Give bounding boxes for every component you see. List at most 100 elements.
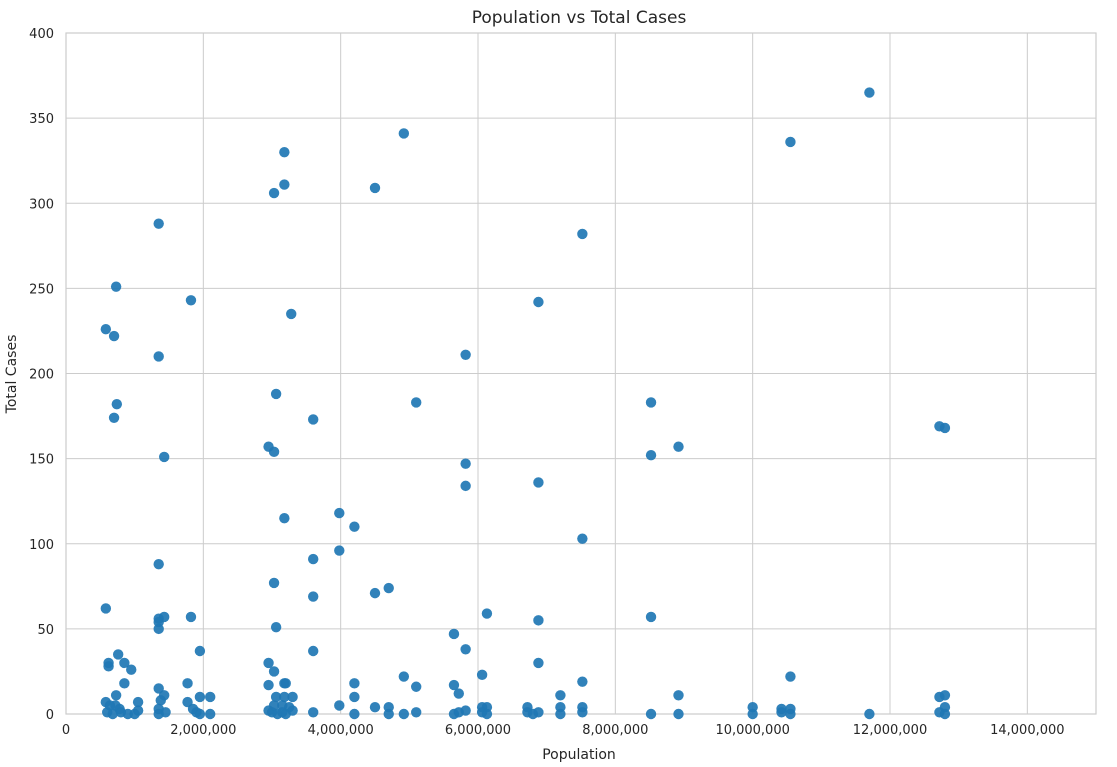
- y-tick-label: 150: [29, 453, 54, 468]
- data-point: [673, 708, 684, 720]
- data-point: [411, 681, 422, 692]
- gridlines: [65, 32, 1096, 715]
- data-point: [349, 691, 360, 703]
- data-point: [112, 649, 124, 660]
- data-point: [476, 669, 488, 681]
- data-point: [268, 187, 280, 199]
- x-tick-label: 12,000,000: [853, 723, 927, 738]
- data-point: [369, 182, 381, 194]
- data-point: [107, 708, 118, 720]
- data-point: [100, 603, 112, 614]
- data-point: [110, 690, 122, 701]
- data-point: [776, 707, 787, 718]
- y-tick-label: 200: [29, 368, 54, 383]
- data-point: [194, 645, 206, 657]
- data-point: [369, 587, 381, 599]
- data-point: [533, 657, 544, 669]
- data-point: [533, 296, 544, 308]
- x-tick-label: 14,000,000: [990, 723, 1064, 738]
- data-point: [577, 676, 588, 687]
- data-point: [577, 533, 588, 544]
- data-point: [268, 666, 280, 677]
- data-point: [110, 281, 122, 292]
- data-point: [785, 671, 796, 682]
- data-point: [279, 146, 290, 158]
- y-tick-label: 0: [46, 708, 54, 723]
- data-point: [785, 708, 796, 720]
- data-point: [153, 218, 164, 229]
- data-point: [155, 695, 166, 706]
- data-point: [308, 591, 319, 602]
- data-point: [270, 388, 282, 400]
- x-axis-label: Population: [542, 747, 616, 763]
- data-point: [119, 657, 130, 669]
- data-point: [383, 582, 394, 594]
- data-point: [383, 708, 394, 720]
- x-tick-label: 0: [62, 723, 70, 738]
- data-point: [194, 691, 206, 703]
- y-tick-label: 350: [29, 112, 54, 127]
- y-tick-label: 300: [29, 197, 54, 212]
- data-point: [481, 608, 493, 619]
- data-point: [153, 616, 164, 628]
- data-point: [398, 671, 410, 682]
- data-point: [182, 678, 193, 689]
- data-point: [308, 414, 319, 425]
- data-point: [205, 691, 216, 703]
- data-point: [334, 545, 345, 556]
- data-point: [645, 397, 657, 408]
- data-point: [864, 87, 875, 98]
- data-point: [153, 351, 164, 362]
- y-axis-label: Total Cases: [4, 335, 20, 415]
- data-point: [334, 507, 345, 519]
- data-point: [153, 558, 164, 570]
- data-point: [205, 708, 216, 720]
- data-point: [460, 349, 471, 360]
- x-tick-label: 6,000,000: [445, 723, 511, 738]
- data-point: [481, 708, 493, 720]
- data-point: [153, 708, 164, 720]
- data-point: [268, 446, 280, 458]
- data-point: [132, 705, 144, 716]
- data-point: [398, 708, 410, 720]
- data-point: [279, 513, 290, 524]
- y-tick-label: 100: [29, 538, 54, 553]
- data-point: [460, 644, 471, 655]
- data-point: [158, 451, 170, 463]
- data-point: [280, 678, 291, 689]
- data-point: [673, 441, 684, 452]
- data-point: [349, 678, 360, 689]
- data-point: [645, 450, 657, 461]
- x-tick-label: 8,000,000: [582, 723, 648, 738]
- y-axis-ticks: 0 50 100 150 200 250 300 350 400: [29, 27, 54, 723]
- data-point: [100, 324, 112, 335]
- data-point: [747, 708, 758, 720]
- data-point: [103, 661, 114, 672]
- data-point: [939, 690, 951, 701]
- data-point: [279, 179, 290, 190]
- data-point: [132, 696, 144, 708]
- data-point: [533, 477, 544, 488]
- data-point: [286, 308, 297, 320]
- x-tick-label: 4,000,000: [308, 723, 374, 738]
- data-point: [108, 330, 120, 342]
- data-point: [263, 679, 274, 691]
- data-point: [308, 645, 319, 657]
- y-tick-label: 400: [29, 27, 54, 42]
- data-point: [270, 621, 282, 633]
- x-axis-ticks: 0 2,000,000 4,000,000 6,000,000 8,000,000 10,…: [62, 723, 1065, 738]
- data-point: [448, 628, 460, 640]
- y-tick-label: 250: [29, 282, 54, 297]
- data-point: [411, 707, 422, 718]
- data-point: [939, 708, 951, 720]
- data-point: [287, 705, 298, 716]
- data-point: [864, 708, 875, 720]
- x-tick-label: 2,000,000: [170, 723, 236, 738]
- data-point: [270, 691, 282, 703]
- x-tick-label: 10,000,000: [715, 723, 789, 738]
- data-point: [287, 691, 298, 703]
- data-point: [349, 708, 360, 720]
- data-point: [460, 458, 471, 469]
- data-point: [673, 690, 684, 701]
